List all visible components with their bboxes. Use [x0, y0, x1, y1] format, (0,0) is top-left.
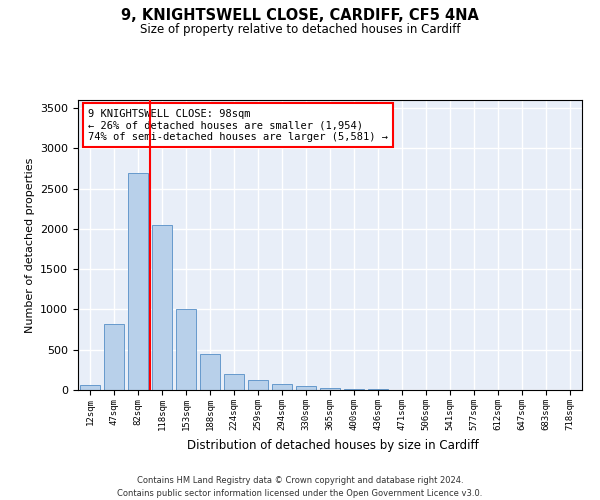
- Bar: [320, 388, 340, 390]
- Bar: [248, 380, 268, 390]
- Text: 9, KNIGHTSWELL CLOSE, CARDIFF, CF5 4NA: 9, KNIGHTSWELL CLOSE, CARDIFF, CF5 4NA: [121, 8, 479, 22]
- Bar: [272, 384, 292, 390]
- Bar: [344, 389, 364, 390]
- Bar: [224, 374, 244, 390]
- Bar: [296, 386, 316, 390]
- Bar: [200, 354, 220, 390]
- Bar: [176, 310, 196, 390]
- Bar: [152, 225, 172, 390]
- Text: Distribution of detached houses by size in Cardiff: Distribution of detached houses by size …: [187, 440, 479, 452]
- Text: Contains HM Land Registry data © Crown copyright and database right 2024.
Contai: Contains HM Land Registry data © Crown c…: [118, 476, 482, 498]
- Y-axis label: Number of detached properties: Number of detached properties: [25, 158, 35, 332]
- Bar: [104, 324, 124, 390]
- Bar: [80, 385, 100, 390]
- Bar: [128, 172, 148, 390]
- Text: Size of property relative to detached houses in Cardiff: Size of property relative to detached ho…: [140, 22, 460, 36]
- Text: 9 KNIGHTSWELL CLOSE: 98sqm
← 26% of detached houses are smaller (1,954)
74% of s: 9 KNIGHTSWELL CLOSE: 98sqm ← 26% of deta…: [88, 108, 388, 142]
